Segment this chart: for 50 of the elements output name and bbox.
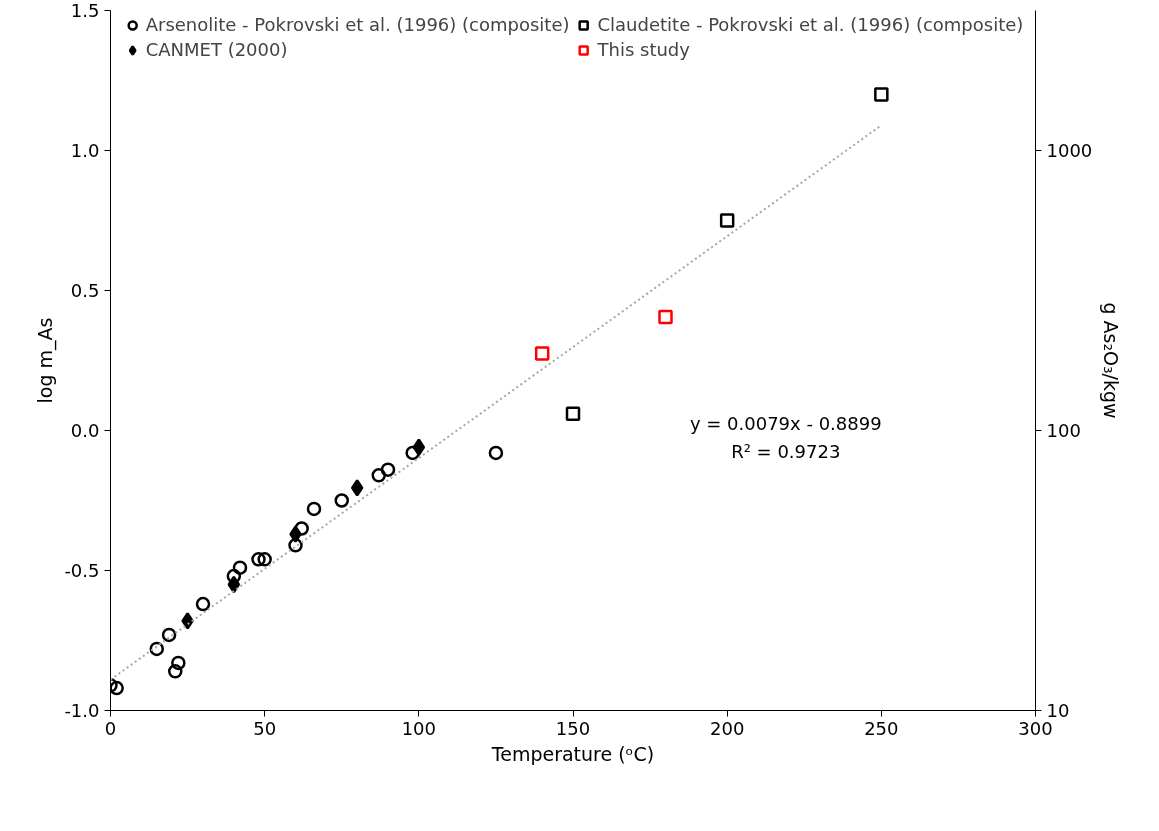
point bbox=[110, 680, 124, 696]
point bbox=[350, 479, 364, 497]
point bbox=[719, 213, 735, 228]
legend-label: CANMET (2000) bbox=[145, 39, 288, 60]
annotation: y = 0.0079x - 0.8899 bbox=[689, 413, 882, 434]
x-axis-title: Temperature (ᵒC) bbox=[490, 742, 655, 765]
x-tick-label: 0 bbox=[104, 717, 117, 739]
y-tick-label: 0.0 bbox=[70, 420, 100, 441]
legend-label: Claudetite - Pokrovski et al. (1996) (composite) bbox=[597, 14, 1024, 35]
point bbox=[171, 655, 186, 671]
point bbox=[149, 641, 164, 657]
x-tick-label: 200 bbox=[709, 717, 745, 739]
point bbox=[161, 627, 177, 643]
point bbox=[380, 462, 396, 477]
point bbox=[168, 664, 183, 679]
x-tick-label: 150 bbox=[555, 717, 591, 739]
y-axis-title: log m_As bbox=[34, 317, 58, 404]
point bbox=[227, 575, 241, 594]
y2-tick-label: 1000 bbox=[1046, 139, 1093, 161]
legend-label: Arsenolite - Pokrovski et al. (1996) (composite) bbox=[145, 14, 570, 35]
point bbox=[412, 438, 426, 457]
y2-tick-label: 100 bbox=[1046, 420, 1081, 441]
legend-label: This study bbox=[597, 39, 690, 60]
point bbox=[334, 493, 349, 508]
y-tick-label: 1.0 bbox=[70, 140, 100, 161]
point bbox=[874, 87, 889, 102]
y-tick-label: -1.0 bbox=[64, 700, 100, 721]
point bbox=[289, 525, 302, 543]
point bbox=[288, 538, 303, 553]
point bbox=[257, 552, 272, 567]
y-tick-label: 1.5 bbox=[70, 0, 100, 21]
y-tick-label: 0.5 bbox=[70, 280, 100, 301]
point bbox=[306, 501, 322, 517]
point bbox=[488, 445, 504, 461]
point bbox=[371, 468, 386, 483]
x-tick-label: 250 bbox=[864, 717, 899, 739]
y2-axis-title: g As₂O₃/kgw bbox=[1100, 302, 1123, 419]
point bbox=[534, 346, 550, 361]
point bbox=[251, 552, 266, 567]
y-tick-label: -0.5 bbox=[64, 560, 100, 581]
point bbox=[181, 612, 194, 630]
point bbox=[294, 521, 309, 536]
x-tick-label: 50 bbox=[253, 717, 277, 739]
point bbox=[195, 596, 211, 612]
x-tick-label: 100 bbox=[401, 717, 437, 739]
point bbox=[405, 445, 420, 461]
point bbox=[232, 560, 248, 575]
point bbox=[658, 309, 673, 325]
annotation: R² = 0.9723 bbox=[731, 441, 841, 462]
point bbox=[565, 406, 581, 421]
